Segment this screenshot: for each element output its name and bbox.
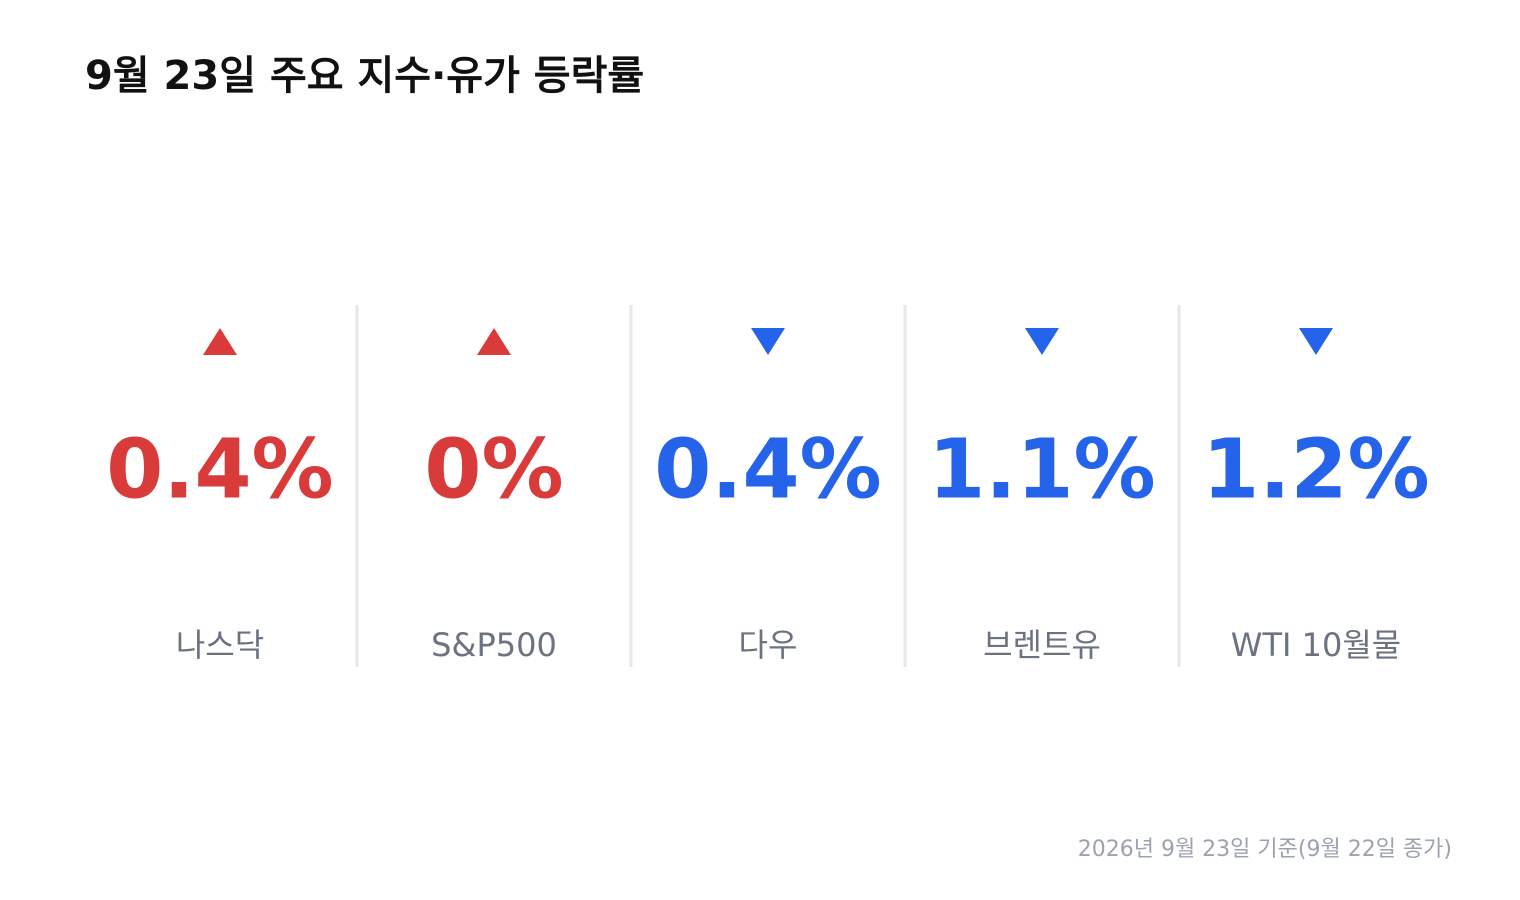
direction-arrow xyxy=(1025,328,1059,355)
change-value: 0.4% xyxy=(106,422,333,517)
direction-arrow xyxy=(477,328,511,355)
direction-arrow xyxy=(203,328,237,355)
change-value: 0% xyxy=(424,422,563,517)
item-label: WTI 10월물 xyxy=(1231,626,1401,664)
item-label: 브렌트유 xyxy=(983,626,1101,664)
direction-arrow xyxy=(1299,328,1333,355)
change-value: 1.2% xyxy=(1202,422,1429,517)
direction-arrow xyxy=(751,328,785,355)
footnote: 2026년 9월 23일 기준(9월 22일 종가) xyxy=(1078,837,1452,862)
item-label: 다우 xyxy=(739,626,798,664)
item-label: S&P500 xyxy=(431,626,557,664)
change-value: 0.4% xyxy=(654,422,881,517)
change-value: 1.1% xyxy=(928,422,1155,517)
title: 9월 23일 주요 지수·유가 등락률 xyxy=(85,53,644,99)
item-label: 나스닥 xyxy=(176,626,264,664)
